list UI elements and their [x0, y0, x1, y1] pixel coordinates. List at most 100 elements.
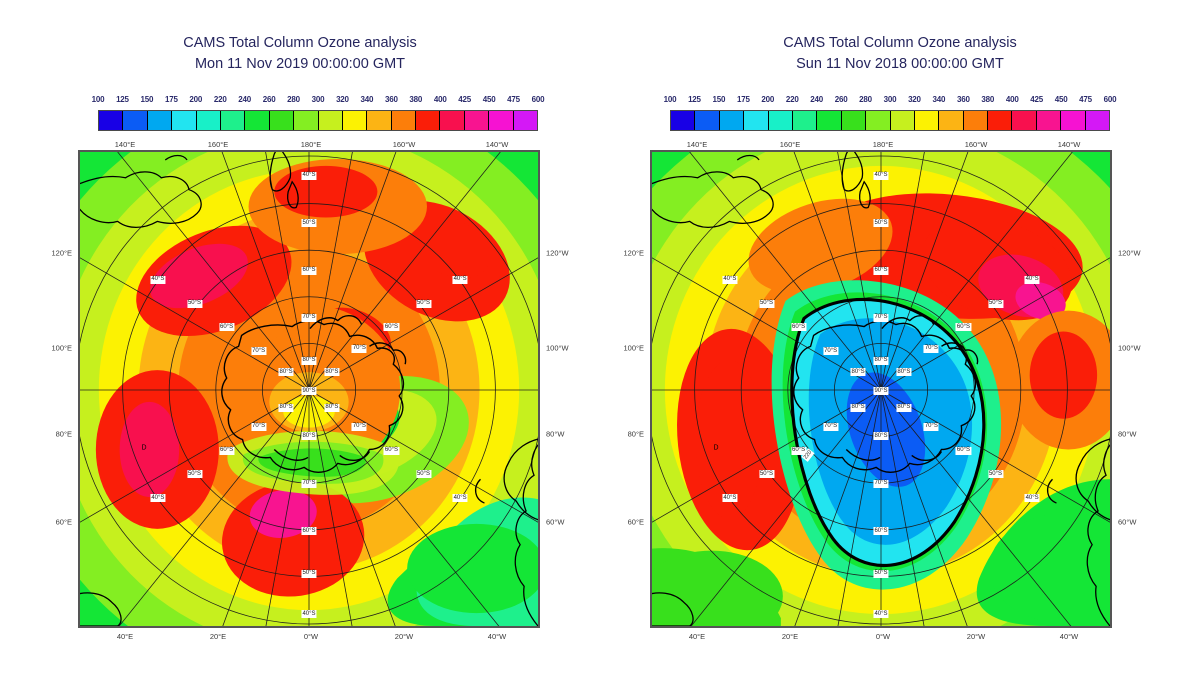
lon-left-60E: 60°E: [55, 517, 72, 527]
lat-label-40S-nw: 40°S: [722, 275, 738, 284]
lat-label-50S-b: 50°S: [301, 569, 317, 578]
colorbar-band-7: [841, 111, 867, 130]
lon-left-60E: 60°E: [627, 517, 644, 527]
colorbar-band-15: [464, 111, 490, 130]
colorbar-band-15: [1036, 111, 1062, 130]
colorbar-tick-340: 340: [932, 95, 946, 104]
colorbar-tick-220: 220: [785, 95, 799, 104]
colorbar-tick-400: 400: [1005, 95, 1019, 104]
map-2019[interactable]: D 40°S 50°S 60°S 70°S 80°S 90°S 80°S 70°…: [78, 150, 540, 628]
colorbar-band-7: [269, 111, 295, 130]
lat-label-60S-se: 60°S: [955, 446, 971, 455]
colorbar-band-6: [245, 111, 270, 130]
colorbar-tick-240: 240: [810, 95, 824, 104]
lon-top-180E: 180°E: [300, 140, 322, 149]
colorbar-tick-280: 280: [859, 95, 872, 104]
lat-label-70S: 70°S: [873, 313, 889, 322]
lon-left-80E: 80°E: [55, 429, 72, 439]
panel-2019: CAMS Total Column Ozone analysis Mon 11 …: [51, 35, 569, 641]
lat-label-70S-nw: 70°S: [251, 347, 267, 356]
lon-left-120E: 120°E: [51, 248, 72, 258]
lon-bottom-40W: 40°W: [1059, 632, 1079, 641]
colorbar-band-14: [440, 111, 465, 130]
lat-label-60S: 60°S: [873, 266, 889, 275]
map-2018[interactable]: D 40°S 50°S 60°S 70°S 80°S 90°S 80°S 70°…: [650, 150, 1112, 628]
lon-top-160E: 160°E: [779, 140, 801, 149]
colorbar-tick-175: 175: [736, 95, 750, 104]
lat-label-80S-se: 80°S: [324, 403, 340, 412]
lon-bottom-0W: 0°W: [303, 632, 319, 641]
colorbar-tick-280: 280: [287, 95, 300, 104]
lat-label-60S-nw: 60°S: [791, 323, 807, 332]
lon-top-140E: 140°E: [686, 140, 708, 149]
colorbar-band-6: [817, 111, 842, 130]
lat-label-80S-b: 80°S: [873, 432, 889, 441]
lat-label-90S: 90°S: [301, 387, 317, 396]
lat-label-60S-sw: 60°S: [219, 446, 235, 455]
lat-label-80S-ne: 80°S: [896, 368, 912, 377]
lat-label-80S-ne: 80°S: [324, 368, 340, 377]
lon-right-100W: 100°W: [546, 343, 569, 353]
lat-label-50S-sw: 50°S: [186, 470, 203, 479]
colorbar-band-5: [792, 111, 818, 130]
colorbar-band-4: [196, 111, 221, 130]
colorbar-tick-380: 380: [981, 95, 995, 104]
lon-top-160W: 160°W: [964, 140, 988, 149]
colorbar-tick-200: 200: [761, 95, 775, 104]
panel-2018-title-line1: CAMS Total Column Ozone analysis: [783, 35, 1017, 51]
lat-label-50S-ne: 50°S: [987, 299, 1004, 308]
colorbar-tick-100: 100: [663, 95, 677, 104]
lat-label-70S-se: 70°S: [351, 422, 367, 431]
lon-bottom-40E: 40°E: [688, 632, 706, 641]
colorbar-tick-340: 340: [360, 95, 374, 104]
lon-top-140W: 140°W: [485, 140, 509, 149]
lat-label-60S-nw: 60°S: [219, 323, 235, 332]
panel-2019-title-line1: CAMS Total Column Ozone analysis: [183, 35, 417, 51]
colorbar-tick-150: 150: [140, 95, 154, 104]
colorbar-band-8: [866, 111, 891, 130]
svg-text:D: D: [141, 444, 146, 451]
lat-label-70S: 70°S: [301, 313, 317, 322]
colorbar-tick-475: 475: [507, 95, 520, 104]
colorbar-tick-300: 300: [883, 95, 897, 104]
colorbar-tick-260: 260: [262, 95, 276, 104]
colorbar-band-9: [890, 111, 915, 130]
lat-label-70S-ne: 70°S: [351, 344, 367, 353]
colorbar-band-8: [294, 111, 319, 130]
ozone-hole-contour-220: [790, 297, 986, 568]
colorbar-band-2: [719, 111, 745, 130]
lat-label-60S-ne: 60°S: [955, 323, 971, 332]
lat-label-40S-sw: 40°S: [722, 494, 738, 503]
lat-label-70S-ne: 70°S: [923, 344, 939, 353]
colorbar-tick-125: 125: [688, 95, 701, 104]
lon-bottom-40W: 40°W: [487, 632, 507, 641]
lat-label-50S-b: 50°S: [873, 569, 889, 578]
lat-label-40S-se: 40°S: [452, 494, 468, 503]
map-2018-canvas: D 40°S 50°S 60°S 70°S 80°S 90°S 80°S 70°…: [652, 152, 1110, 626]
lon-right-80W: 80°W: [1118, 429, 1137, 439]
lat-label-40S-se: 40°S: [1024, 494, 1040, 503]
lon-top-140E: 140°E: [114, 140, 136, 149]
colorbar-tick-360: 360: [956, 95, 970, 104]
colorbar-band-17: [1085, 111, 1110, 130]
lat-label-40S-nw: 40°S: [150, 275, 166, 284]
colorbar-2019-bands: [98, 110, 538, 131]
colorbar-tick-260: 260: [834, 95, 848, 104]
lat-label-70S-sw: 70°S: [251, 422, 267, 431]
lat-label-60S-b: 60°S: [873, 527, 889, 536]
lat-label-40S-ne: 40°S: [1024, 275, 1040, 284]
colorbar-tick-600: 600: [1103, 95, 1117, 104]
lat-label-80S-b: 80°S: [301, 432, 317, 441]
lon-right-120W: 120°W: [1118, 248, 1141, 258]
map-2019-canvas: D 40°S 50°S 60°S 70°S 80°S 90°S 80°S 70°…: [80, 152, 538, 626]
lat-label-90S: 90°S: [873, 387, 889, 396]
panel-2018: CAMS Total Column Ozone analysis Sun 11 …: [600, 0, 1200, 677]
lat-label-80S-sw: 80°S: [278, 403, 294, 412]
lon-bottom-20E: 20°E: [781, 632, 799, 641]
lat-label-40S-ne: 40°S: [452, 275, 468, 284]
lat-label-70S-se: 70°S: [923, 422, 939, 431]
lat-label-70S-sw: 70°S: [823, 422, 839, 431]
colorbar-band-1: [123, 111, 148, 130]
colorbar-2018-bands: [670, 110, 1110, 131]
colorbar-tick-150: 150: [712, 95, 726, 104]
